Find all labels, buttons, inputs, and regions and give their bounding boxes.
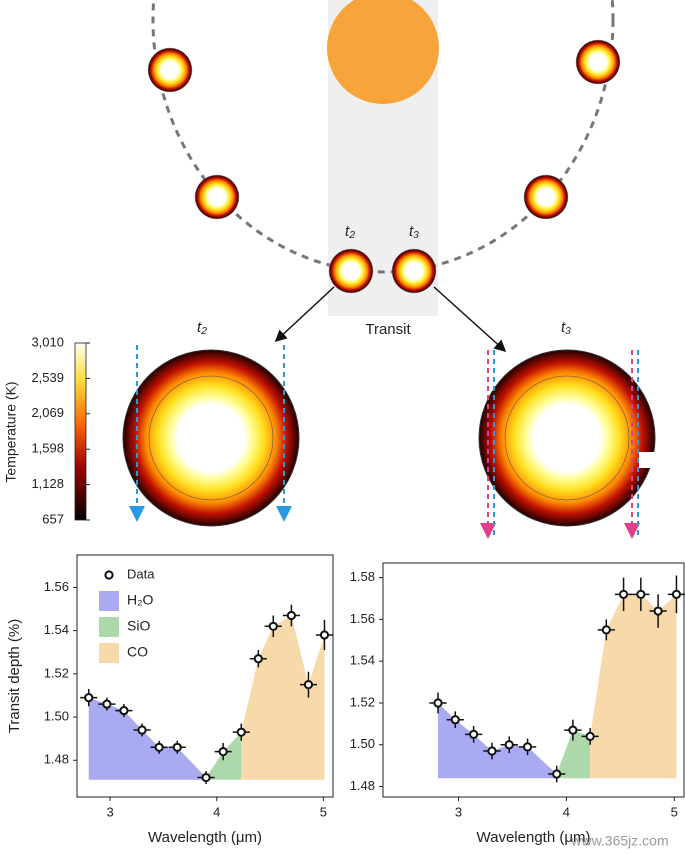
arrow	[274, 286, 335, 343]
data-point	[671, 589, 682, 599]
polar-right-label: t₃	[561, 319, 571, 336]
data-point	[585, 731, 595, 742]
colorbar-tick-label: 1,598	[31, 441, 64, 456]
colorbar-tick-label: 657	[42, 511, 64, 526]
t3-label: t₃	[409, 223, 419, 240]
species-band	[88, 697, 207, 780]
colorbar-tick-label: 2,539	[31, 370, 64, 385]
polar-left-label: t₂	[197, 319, 207, 336]
x-tick-label: 3	[106, 804, 113, 819]
colorbar-tick-label: 3,010	[31, 334, 64, 349]
transit-label: Transit	[365, 321, 411, 338]
data-point	[450, 715, 460, 725]
data-point	[154, 742, 164, 752]
data-point	[201, 772, 211, 783]
data-point	[552, 769, 562, 779]
y-axis-label: Transit depth (%)	[6, 619, 23, 734]
data-point	[303, 680, 314, 690]
data-point	[102, 699, 112, 709]
y-tick-label: 1.58	[350, 569, 375, 584]
legend-marker	[104, 570, 114, 580]
y-tick-label: 1.56	[350, 611, 375, 626]
species-band	[556, 730, 591, 779]
data-point	[601, 625, 611, 635]
species-band	[590, 594, 677, 779]
colorbar	[74, 342, 87, 521]
data-point	[636, 589, 646, 599]
data-point	[522, 742, 533, 752]
polar-right	[478, 349, 659, 527]
data-point	[469, 729, 479, 739]
data-point	[433, 698, 443, 708]
legend-label: SiO	[127, 618, 150, 634]
y-tick-label: 1.52	[350, 694, 375, 709]
data-point	[84, 693, 94, 703]
y-tick-label: 1.50	[44, 708, 69, 723]
plot-frame	[76, 554, 334, 798]
y-tick-label: 1.50	[350, 736, 375, 751]
x-tick-label: 5	[320, 804, 327, 819]
legend-swatch	[99, 643, 119, 663]
arrow	[433, 286, 507, 353]
colorbar-label: Temperature (K)	[3, 381, 19, 482]
legend-swatch	[99, 591, 119, 611]
data-point	[487, 746, 497, 756]
x-tick-label: 5	[671, 804, 678, 819]
data-point	[137, 725, 147, 735]
x-axis-label: Wavelength (μm)	[477, 829, 591, 846]
legend-label: CO	[127, 644, 148, 660]
t2-label: t₂	[345, 223, 355, 240]
species-band	[241, 615, 325, 780]
y-tick-label: 1.54	[350, 653, 375, 668]
legend-label: H₂O	[127, 592, 154, 608]
y-tick-label: 1.54	[44, 622, 69, 637]
data-point	[319, 630, 330, 640]
x-tick-label: 4	[563, 804, 570, 819]
orbit	[151, 0, 615, 274]
data-point	[618, 589, 629, 599]
watermark: www.365jz.com	[570, 833, 668, 849]
colorbar-tick-label: 2,069	[31, 405, 64, 420]
y-tick-label: 1.52	[44, 665, 69, 680]
x-tick-label: 4	[213, 804, 220, 819]
star	[327, 0, 439, 104]
polar-left	[122, 349, 300, 527]
data-point	[172, 742, 182, 752]
y-tick-label: 1.48	[350, 778, 375, 793]
data-point	[253, 654, 263, 664]
ray-lines	[129, 345, 640, 539]
data-point	[268, 621, 278, 631]
data-point	[504, 740, 514, 750]
data-point	[218, 747, 228, 757]
species-band	[438, 702, 557, 779]
plot-frame	[382, 562, 685, 798]
data-point	[286, 610, 296, 621]
legend-swatch	[99, 617, 119, 637]
y-tick-label: 1.48	[44, 752, 69, 767]
x-axis-label: Wavelength (μm)	[148, 829, 262, 846]
planets	[147, 39, 621, 294]
data-point	[568, 725, 578, 735]
colorbar-tick-label: 1,128	[31, 476, 64, 491]
legend-label: Data	[127, 566, 155, 581]
data-point	[236, 727, 246, 737]
data-point	[119, 705, 129, 716]
data-point	[653, 606, 663, 616]
x-tick-label: 3	[455, 804, 462, 819]
y-tick-label: 1.56	[44, 579, 69, 594]
